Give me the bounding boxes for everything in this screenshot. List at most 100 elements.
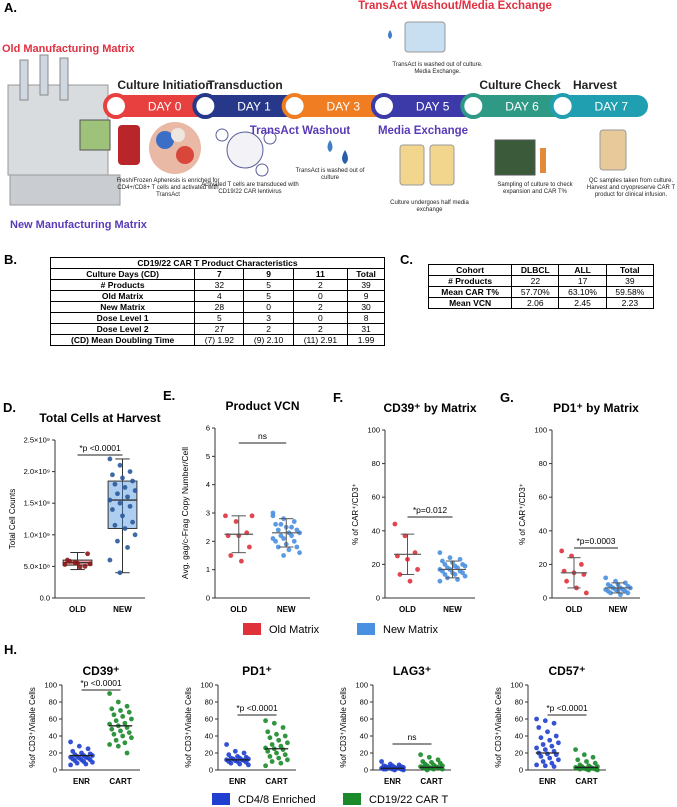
virus	[263, 131, 277, 145]
data-point	[435, 757, 441, 763]
data-point	[270, 513, 276, 519]
panel-label: C.	[400, 252, 413, 267]
data-point	[281, 553, 286, 558]
x-tick-label: OLD	[230, 605, 247, 614]
table-cell: 4	[194, 290, 245, 302]
step-title: Media Exchange	[378, 125, 468, 137]
data-point	[437, 578, 443, 584]
data-point	[289, 524, 294, 530]
y-tick-label: 100	[44, 681, 57, 690]
y-tick-label: 60	[49, 715, 57, 724]
y-tick-label: 3	[206, 509, 210, 518]
table-cell: 2	[292, 301, 349, 313]
data-point	[117, 462, 123, 468]
y-tick-label: 80	[515, 698, 523, 707]
data-point	[117, 570, 123, 576]
x-tick-label: CART	[109, 777, 131, 786]
data-point	[122, 526, 128, 531]
table-row: Dose Level 2 27 2 2 31	[49, 323, 385, 335]
data-point	[126, 730, 132, 735]
step-caption: Activated T cells are transduced with CD…	[201, 182, 299, 195]
data-point	[273, 538, 279, 544]
table-header-cell: 9	[243, 268, 294, 280]
table-cell: 22	[511, 275, 560, 287]
data-point	[124, 750, 130, 756]
data-point	[538, 754, 544, 759]
data-point	[278, 743, 284, 749]
data-point	[118, 728, 123, 734]
y-tick-label: 0.0	[40, 594, 50, 603]
culture-bag	[404, 21, 446, 53]
data-point	[239, 558, 244, 564]
data-point	[278, 521, 284, 527]
data-point	[281, 536, 286, 541]
data-point	[545, 729, 550, 735]
machine-screen	[79, 119, 111, 151]
y-tick-label: 6	[206, 424, 210, 433]
data-point	[282, 733, 288, 739]
table-cell: 17	[558, 275, 607, 287]
significance-label: *p <0.0001	[236, 703, 278, 713]
data-point	[87, 561, 93, 567]
data-point	[418, 752, 423, 758]
timeline-node	[192, 93, 219, 119]
data-point	[109, 726, 115, 732]
data-point	[278, 760, 284, 766]
data-point	[275, 544, 281, 550]
y-tick-label: 40	[360, 732, 368, 741]
data-point	[249, 513, 255, 519]
data-point	[130, 478, 135, 484]
y-tick-label: 80	[539, 459, 547, 468]
table-cell: 0	[243, 301, 294, 313]
step-title: TransAct Washout	[250, 125, 351, 137]
significance-label: ns	[258, 431, 267, 441]
y-tick-label: 100	[355, 681, 368, 690]
table-cell: 59.58%	[605, 286, 655, 298]
data-point	[120, 513, 125, 519]
data-point	[115, 538, 120, 544]
data-point	[112, 522, 118, 528]
step-title: Transduction	[207, 78, 282, 92]
data-point	[265, 748, 271, 754]
legend-label: New Matrix	[383, 624, 439, 636]
significance-label: *p=0.012	[413, 505, 448, 515]
chart-title: Total Cells at Harvest	[39, 411, 160, 425]
data-point	[590, 754, 596, 760]
data-point	[67, 558, 73, 564]
data-point	[120, 714, 126, 719]
data-point	[573, 747, 578, 752]
table-cell: 39	[605, 275, 655, 287]
table-cell: 28	[194, 301, 245, 313]
y-tick-label: 100	[534, 426, 547, 435]
x-tick-label: NEW	[277, 605, 296, 614]
data-point	[424, 767, 430, 773]
data-point	[294, 544, 300, 550]
data-point	[559, 548, 565, 554]
table-row: New Matrix 28 0 2 30	[49, 301, 385, 313]
data-point	[547, 755, 553, 761]
data-point	[107, 557, 113, 563]
y-tick-label: 5.0×10⁸	[24, 562, 50, 571]
data-point	[124, 703, 130, 709]
data-point	[109, 706, 115, 712]
table-row: Mean VCN 2.06 2.45 2.23	[427, 297, 655, 309]
step-caption: Fresh/Frozen Apheresis is enriched for C…	[116, 178, 220, 198]
data-point	[232, 748, 238, 754]
table-cell: # Products	[49, 279, 196, 291]
data-point	[115, 491, 120, 497]
table-cell: 32	[194, 279, 245, 291]
table-cell: 2	[292, 323, 349, 335]
data-point	[76, 743, 82, 749]
data-point	[379, 759, 384, 764]
table-row: # Products 32 5 2 39	[49, 279, 385, 291]
y-axis-title: %of CD3⁺/Viable Cells	[494, 687, 503, 768]
timeline-day: DAY 0	[148, 100, 182, 114]
data-point	[274, 750, 279, 756]
y-tick-label: 60	[515, 715, 523, 724]
data-point	[622, 580, 628, 586]
drop	[327, 140, 333, 152]
data-point	[70, 748, 76, 754]
y-tick-label: 4	[206, 480, 210, 489]
y-tick-label: 40	[49, 732, 57, 741]
